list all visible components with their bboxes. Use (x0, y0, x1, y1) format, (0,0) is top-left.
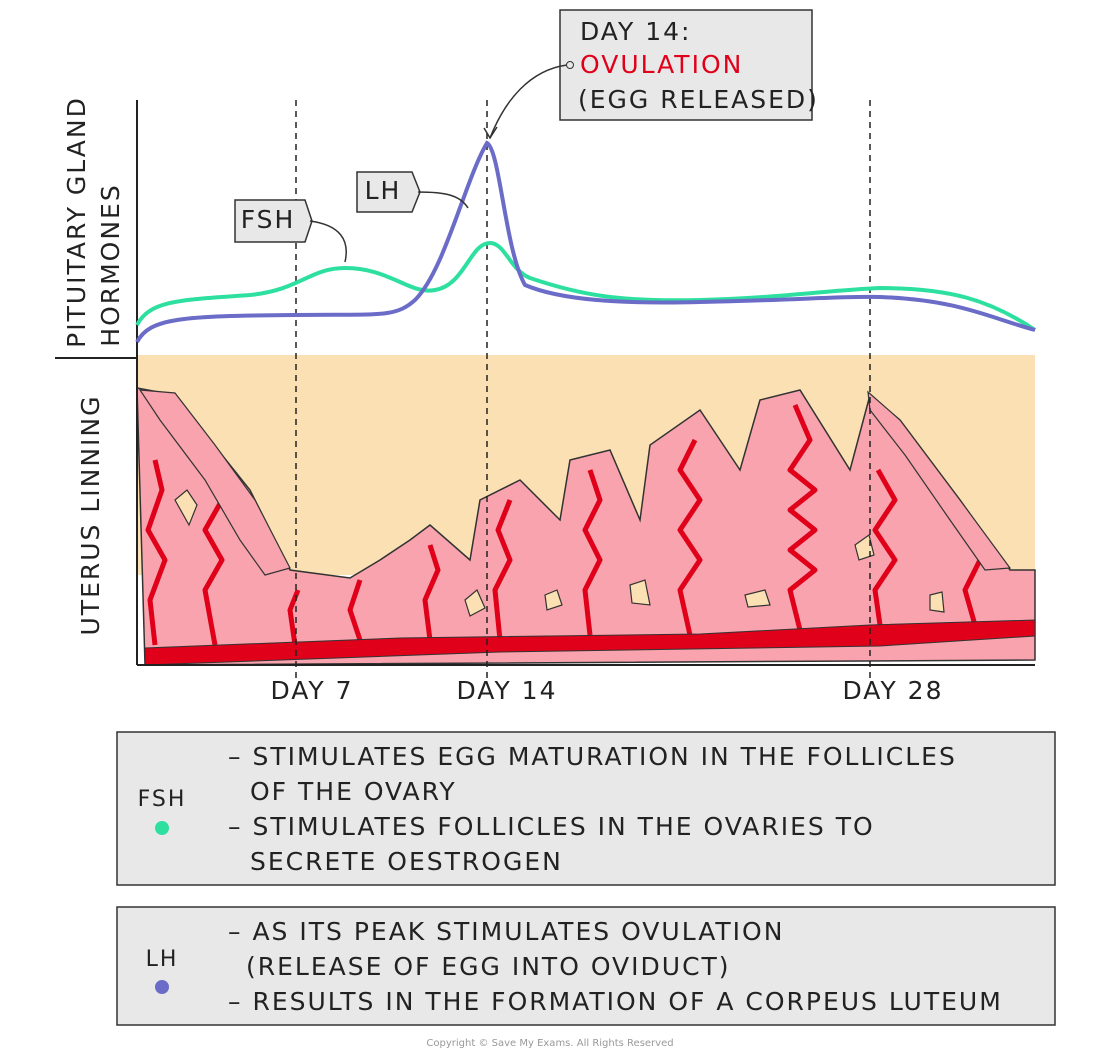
fsh-pointer (309, 220, 347, 263)
endometrium-shedding (138, 389, 1012, 576)
legend-text: OF THE OVARY (250, 777, 457, 806)
fsh-tag (234, 199, 313, 243)
copyright: Copyright © Save My Exams. All Rights Re… (426, 1038, 673, 1049)
day-lines (295, 100, 871, 680)
axis-label: PITUITARY GLAND (62, 96, 91, 348)
legend-text: (RELEASE OF EGG INTO OVIDUCT) (246, 952, 731, 981)
fsh-curve (135, 240, 1037, 332)
legend-box (116, 731, 1056, 886)
legend-text: – STIMULATES EGG MATURATION IN THE FOLLI… (228, 742, 957, 771)
legend-text: – AS ITS PEAK STIMULATES OVULATION (228, 917, 784, 946)
day-label: DAY 28 (842, 676, 943, 705)
arrow-head (483, 126, 498, 140)
fsh-tag-label: FSH (241, 205, 296, 234)
legend-text: – STIMULATES FOLLICLES IN THE OVARIES TO (228, 812, 875, 841)
legend-text: – RESULTS IN THE FORMATION OF A CORPEUS … (228, 987, 1003, 1016)
blood-vessels (145, 404, 983, 646)
legend-dot (155, 821, 169, 835)
lh-tag (356, 171, 421, 213)
day-label: DAY 7 (270, 676, 353, 705)
day-label: DAY 14 (456, 676, 557, 705)
axis-label: HORMONES (96, 183, 125, 346)
legend-box (116, 906, 1056, 1026)
legend-name: FSH (138, 787, 187, 812)
lh-tag-label: LH (365, 176, 402, 205)
legend-name: LH (146, 947, 179, 972)
lh-pointer (417, 191, 469, 209)
callout-box (559, 9, 813, 121)
lh-curve (135, 140, 1036, 344)
base-vessel (144, 619, 1036, 666)
callout-text: (EGG RELEASED) (578, 85, 819, 114)
callout-arrow (489, 64, 568, 139)
legend-text: SECRETE OESTROGEN (250, 847, 563, 876)
legend-dot (155, 980, 169, 994)
callout-text: DAY 14: (580, 17, 691, 46)
callout-text: OVULATION (580, 50, 743, 79)
axis-label: UTERUS LINNING (76, 394, 105, 635)
